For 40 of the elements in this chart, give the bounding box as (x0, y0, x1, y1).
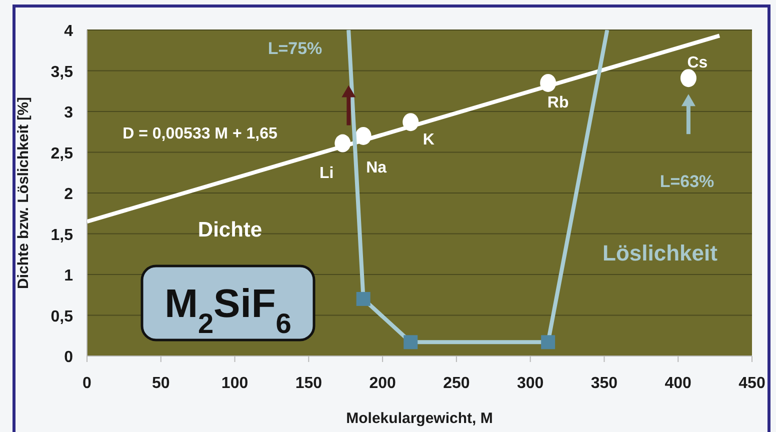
x-axis-title: Molekulargewicht, M (346, 410, 493, 427)
y-tick-label: 1 (64, 268, 74, 284)
y-tick-label: 0 (64, 349, 74, 366)
point (680, 69, 696, 88)
annotation: M$_{2}$SiF$_{6}$ (164, 282, 292, 338)
annotation: Löslichkeit (602, 240, 718, 266)
y-tick-label: 2 (64, 186, 74, 203)
annotation: L=75% (268, 38, 322, 58)
x-tick-label: 300 (516, 375, 544, 392)
x-tick-label: 400 (664, 375, 692, 392)
annotation: K (422, 132, 435, 149)
point (404, 335, 418, 350)
x-tick-label: 0 (82, 375, 92, 392)
x-tick-label: 50 (152, 375, 170, 392)
x-tick-label: 200 (369, 375, 396, 392)
annotation: Na (366, 160, 387, 177)
y-tick-label: 3 (64, 104, 74, 122)
y-tick-label: 0,5 (50, 308, 74, 326)
x-tick-label: 450 (738, 375, 766, 392)
point (334, 134, 351, 152)
x-tick-label: 100 (221, 375, 248, 392)
y-tick-label: 3,5 (50, 64, 74, 81)
y-tick-label: 2,5 (50, 145, 74, 162)
annotation: D = 0,00533 M + 1,65 (122, 126, 278, 143)
annotation: Rb (547, 94, 569, 112)
annotation: Dichte (198, 218, 262, 242)
point (356, 292, 370, 306)
point (402, 113, 419, 132)
y-tick-label: 4 (64, 23, 74, 40)
point (541, 335, 556, 350)
x-tick-label: 150 (295, 375, 322, 392)
y-tick-label: 1,5 (50, 226, 74, 244)
y-axis-title: Dichte bzw. Löslichkeit [%] (15, 97, 32, 289)
annotation: Li (320, 164, 334, 182)
annotation: L=63% (660, 172, 714, 191)
annotation: Cs (687, 54, 708, 72)
point (355, 126, 372, 145)
x-tick-label: 250 (443, 375, 470, 392)
x-tick-label: 350 (590, 375, 618, 392)
point (540, 74, 556, 92)
